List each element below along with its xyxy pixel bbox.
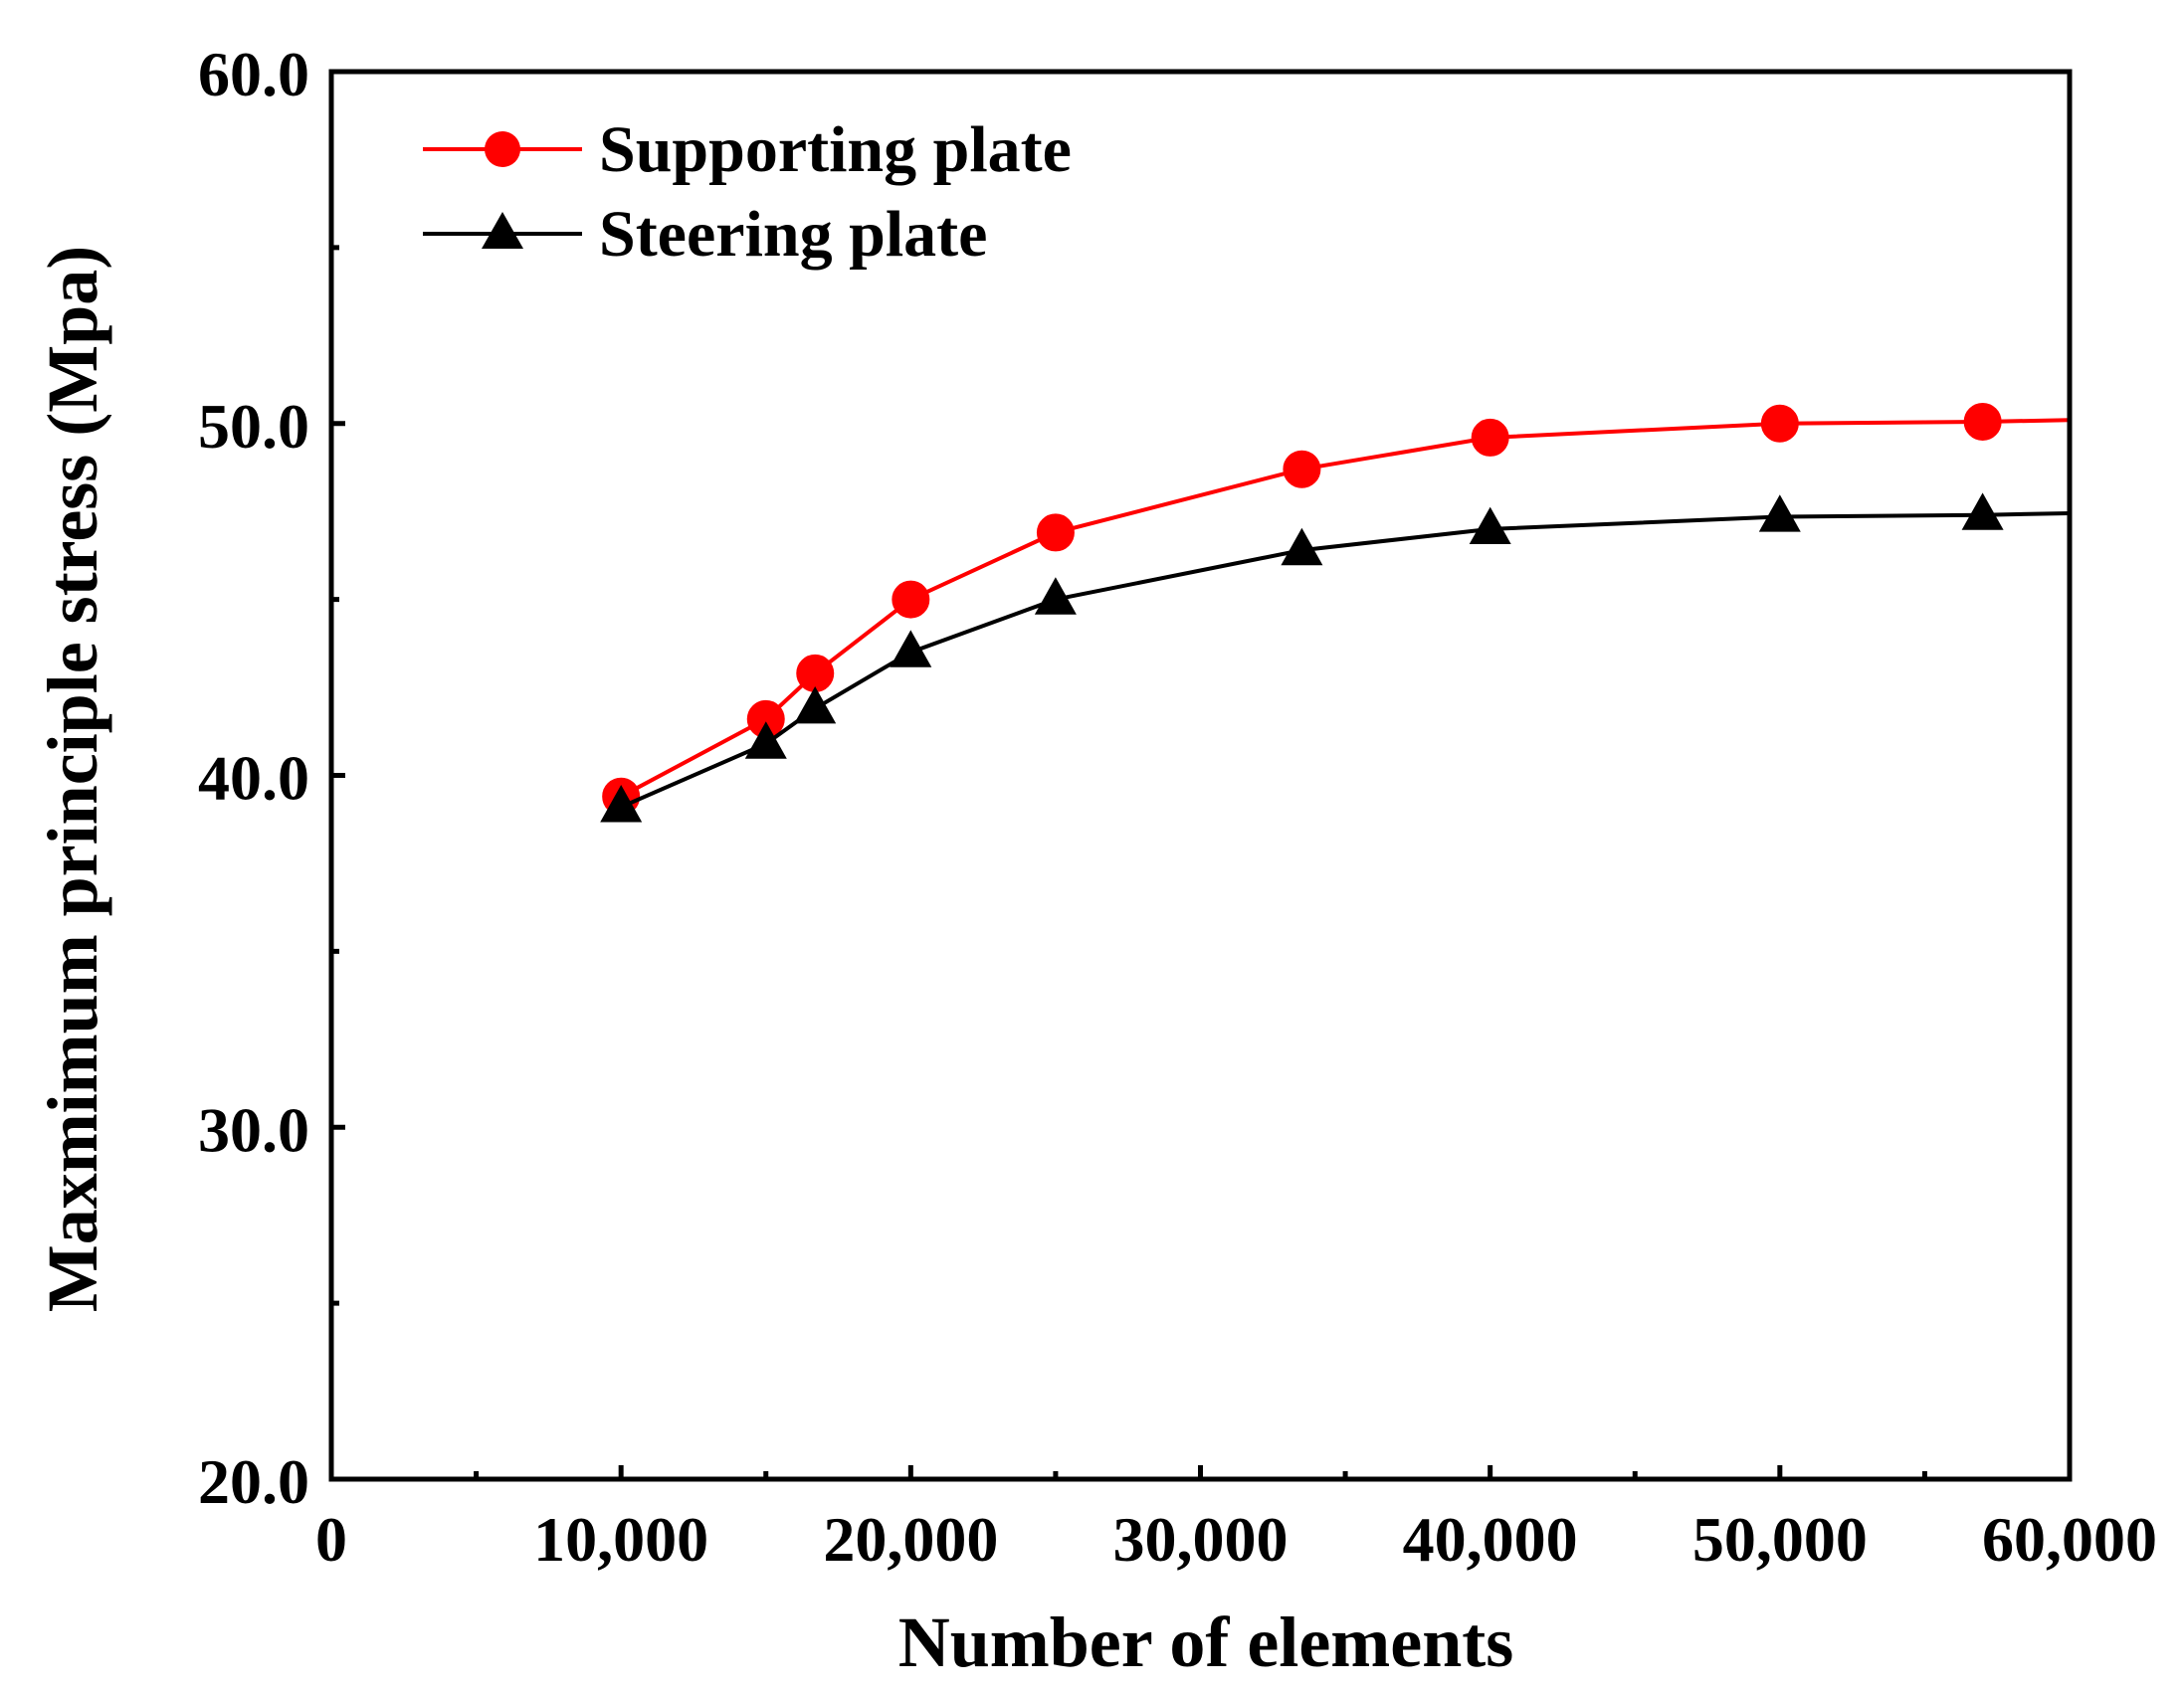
plot-layer <box>600 402 2071 823</box>
x-tick-label: 60,000 <box>1982 1504 2157 1575</box>
y-tick-label: 50.0 <box>198 391 309 462</box>
data-point <box>796 654 835 692</box>
x-tick-label: 10,000 <box>533 1504 708 1575</box>
data-point <box>1758 494 1801 532</box>
series-line-1 <box>620 511 2071 810</box>
data-point <box>744 721 787 759</box>
data-point <box>1036 513 1075 552</box>
x-tick-label: 0 <box>315 1504 347 1575</box>
x-tick-label: 40,000 <box>1403 1504 1578 1575</box>
data-point <box>1963 402 2002 441</box>
x-axis-title: Number of elements <box>898 1602 1514 1682</box>
data-point <box>600 785 643 823</box>
data-point <box>1034 577 1077 615</box>
y-tick-label: 20.0 <box>198 1446 309 1517</box>
data-point <box>892 580 930 619</box>
data-point <box>1961 492 2004 530</box>
legend-label: Supporting plate <box>599 113 1072 186</box>
data-point <box>1281 527 1323 566</box>
data-point <box>794 686 837 724</box>
y-tick-label: 30.0 <box>198 1094 309 1165</box>
y-tick-label: 60.0 <box>198 39 309 109</box>
data-point <box>1760 404 1799 443</box>
data-point <box>1471 418 1509 457</box>
data-point <box>1283 450 1321 488</box>
data-point <box>890 630 932 667</box>
legend-label: Steering plate <box>599 198 987 271</box>
legend-marker <box>485 131 520 167</box>
data-point <box>1469 506 1511 544</box>
series-line-0 <box>620 418 2071 799</box>
legend-entry-1: Steering plate <box>423 198 987 271</box>
legend-entry-0: Supporting plate <box>423 113 1072 186</box>
legend: Supporting plate Steering plate <box>423 113 1072 271</box>
y-axis-title: Maxmimum principle stress (Mpa) <box>33 246 112 1313</box>
y-tick-label: 40.0 <box>198 743 309 814</box>
plot-frame <box>328 69 2073 1482</box>
x-tick-label: 50,000 <box>1692 1504 1868 1575</box>
legend-marker <box>482 212 523 249</box>
axes-layer: 0 10,000 20,000 30,000 40,000 50,000 60,000 20.… <box>198 39 2157 1575</box>
x-tick-label: 20,000 <box>823 1504 998 1575</box>
x-tick-label: 30,000 <box>1113 1504 1289 1575</box>
